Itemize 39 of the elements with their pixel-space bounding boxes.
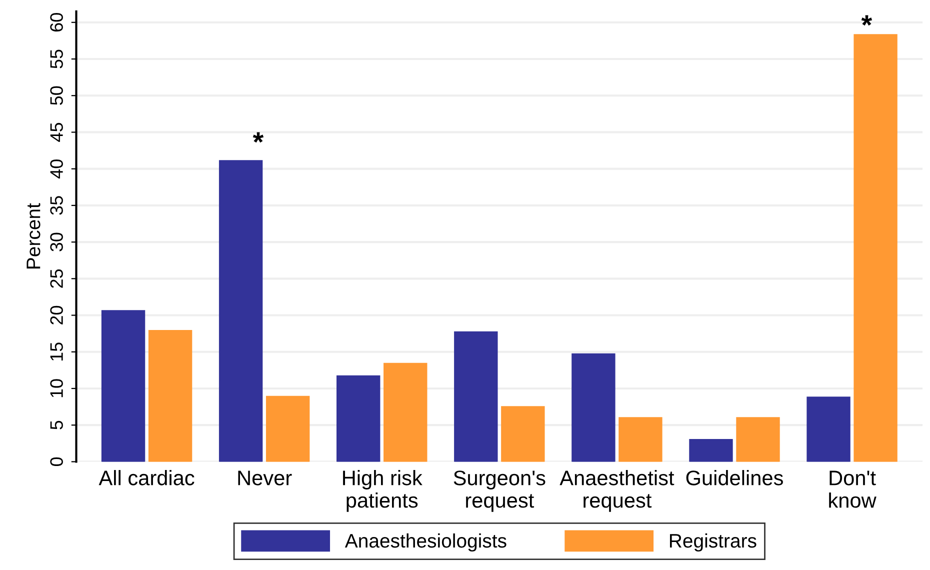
- annotation: *: [252, 132, 264, 143]
- y-tick-label: 30: [50, 232, 63, 252]
- bar: [336, 375, 380, 462]
- bar: [454, 331, 498, 462]
- bar: [854, 34, 898, 462]
- x-tick-label: High risk patients: [343, 470, 422, 512]
- annotation: *: [861, 15, 872, 26]
- y-tick-label: 45: [50, 122, 63, 142]
- y-tick-label: 15: [50, 342, 63, 361]
- bar: [501, 406, 545, 462]
- bar: [101, 310, 146, 462]
- y-tick-label: 50: [50, 86, 63, 105]
- legend-label: Anaesthesiologists: [344, 533, 506, 552]
- y-tick-label: 25: [50, 269, 63, 288]
- y-tick-label: 20: [50, 306, 63, 324]
- x-tick-label: Don't know: [829, 470, 876, 508]
- y-tick-label: 35: [50, 196, 63, 215]
- x-tick-label: Guidelines: [686, 470, 783, 486]
- y-tick-label: 0: [50, 457, 63, 466]
- bar: [148, 330, 192, 462]
- legend-label: Registrars: [670, 533, 756, 552]
- bar: [689, 439, 733, 462]
- bar: [266, 396, 310, 462]
- y-tick-label: 60: [50, 13, 63, 32]
- y-axis-title: Percent: [26, 203, 40, 268]
- x-tick-label: Surgeon's request: [454, 470, 546, 512]
- x-tick-label: Anaesthetist request: [560, 470, 674, 512]
- bar: [218, 160, 263, 462]
- y-tick-label: 55: [50, 50, 63, 68]
- y-tick-label: 40: [50, 159, 63, 178]
- y-tick-label: 10: [50, 379, 63, 398]
- bar: [618, 417, 662, 462]
- x-tick-label: All cardiac: [98, 470, 194, 486]
- bar: [572, 353, 616, 462]
- bar: [806, 396, 850, 462]
- y-tick-label: 5: [50, 420, 63, 430]
- x-tick-label: Never: [238, 470, 292, 486]
- bar: [384, 362, 428, 462]
- bar: [736, 417, 780, 462]
